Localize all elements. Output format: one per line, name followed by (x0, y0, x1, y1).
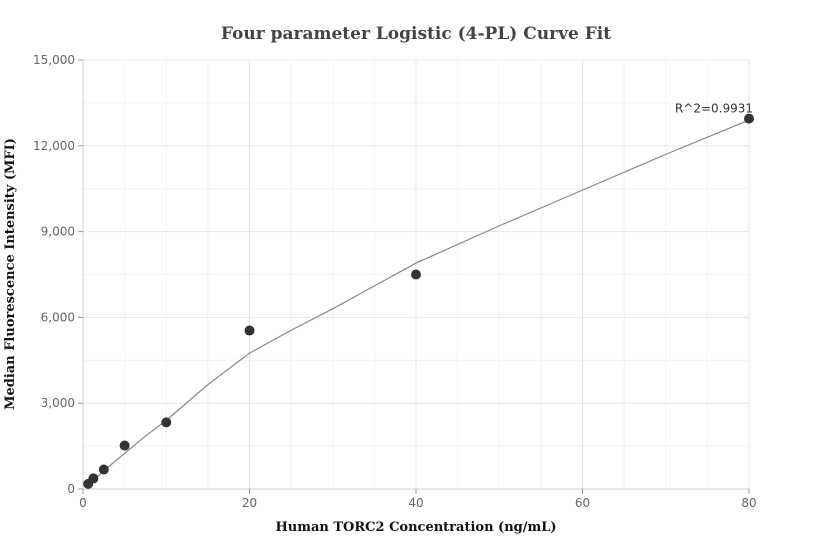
x-tick-label: 80 (741, 496, 756, 510)
y-tick-label: 3,000 (41, 396, 75, 410)
data-point (744, 113, 754, 124)
y-tick-label: 6,000 (41, 310, 75, 324)
y-tick-label: 15,000 (33, 53, 75, 67)
data-point (244, 325, 255, 336)
y-tick-label: 12,000 (33, 139, 75, 153)
data-point (411, 269, 421, 280)
data-points (83, 113, 754, 489)
data-point (98, 464, 109, 475)
y-tick-label: 9,000 (41, 225, 75, 239)
x-tick-label: 20 (242, 496, 257, 510)
ticks: 0 20 40 60 80 0 3,000 6,000 9,000 12,000 15,000 (33, 53, 757, 510)
x-tick-label: 60 (575, 496, 590, 510)
r-squared-label: R^2=0.9931 (675, 102, 753, 116)
y-tick-label: 0 (67, 482, 75, 496)
data-point (88, 473, 99, 484)
annotations: R^2=0.9931 (675, 102, 753, 116)
y-axis-title: Median Fluorescence Intensity (MFI) (3, 138, 18, 410)
x-tick-label: 40 (408, 496, 423, 510)
data-point (161, 417, 172, 428)
chart-title: Four parameter Logistic (4-PL) Curve Fit (221, 24, 611, 44)
x-tick-label: 0 (79, 496, 87, 510)
fit-curve-line (85, 119, 750, 488)
data-point (119, 440, 130, 451)
x-axis-title: Human TORC2 Concentration (ng/mL) (275, 520, 556, 535)
